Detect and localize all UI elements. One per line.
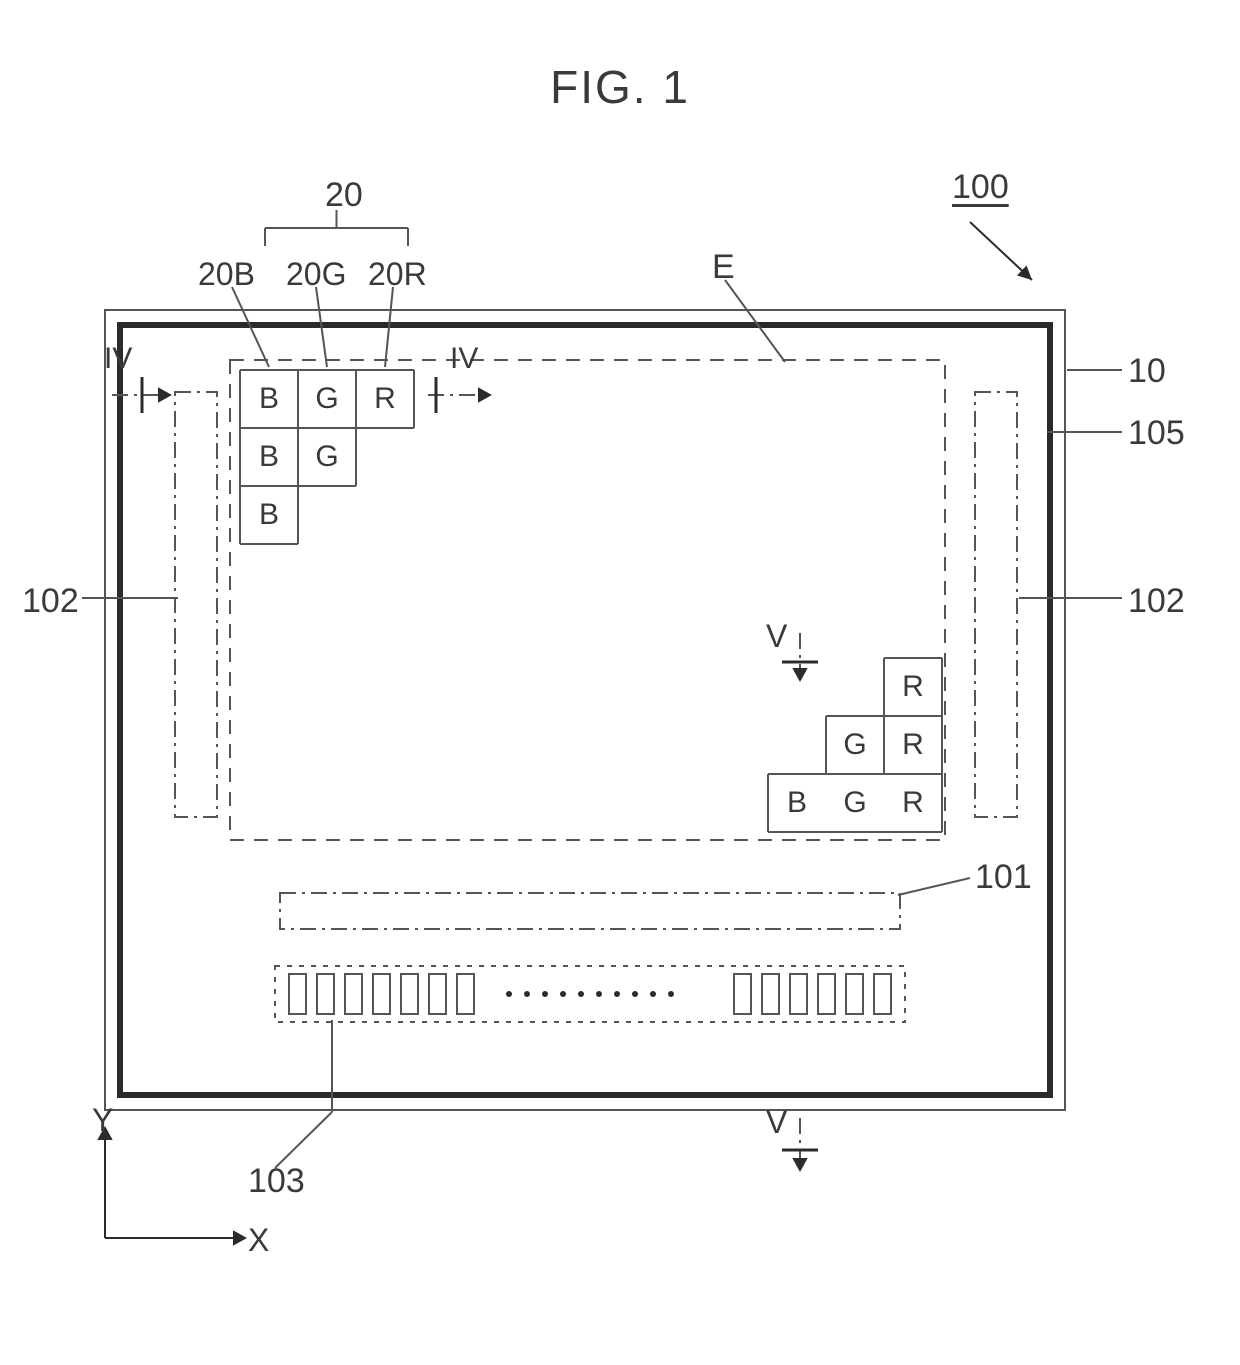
pixel-cell-label: B <box>787 788 807 818</box>
pixel-cell-label: B <box>259 500 279 530</box>
label-10: 10 <box>1128 352 1166 391</box>
axis-x-label: X <box>248 1222 269 1259</box>
label-20R: 20R <box>368 256 427 293</box>
label-20: 20 <box>325 176 363 215</box>
figure-svg <box>0 0 1240 1360</box>
figure-canvas: FIG. 1 100 X Y IV IV V V 20 20B 20G 20R … <box>0 0 1240 1360</box>
label-105: 105 <box>1128 414 1185 453</box>
pixel-cell-label: B <box>259 442 279 472</box>
pixel-cell-label: G <box>315 384 338 414</box>
pixel-cell-label: G <box>843 788 866 818</box>
pixel-cell-label: R <box>902 788 924 818</box>
pixel-cell-label: R <box>374 384 396 414</box>
pixel-cell-label: B <box>259 384 279 414</box>
label-20G: 20G <box>286 256 346 293</box>
label-101: 101 <box>975 858 1032 897</box>
axis-y-label: Y <box>92 1102 113 1139</box>
label-103: 103 <box>248 1162 305 1201</box>
label-20B: 20B <box>198 256 255 293</box>
pixel-cell-label: R <box>902 730 924 760</box>
pixel-cell-label: R <box>902 672 924 702</box>
label-102-left: 102 <box>22 582 79 621</box>
pixel-cell-label: G <box>315 442 338 472</box>
figure-title: FIG. 1 <box>550 60 690 114</box>
label-102-right: 102 <box>1128 582 1185 621</box>
section-iv-left-label: IV <box>104 342 132 376</box>
pixel-cell-label: G <box>843 730 866 760</box>
ref-100: 100 <box>952 168 1009 207</box>
section-iv-right-label: IV <box>450 342 478 376</box>
section-v-lower-label: V <box>766 1104 787 1141</box>
section-v-upper-label: V <box>766 618 787 655</box>
label-E: E <box>712 248 735 287</box>
